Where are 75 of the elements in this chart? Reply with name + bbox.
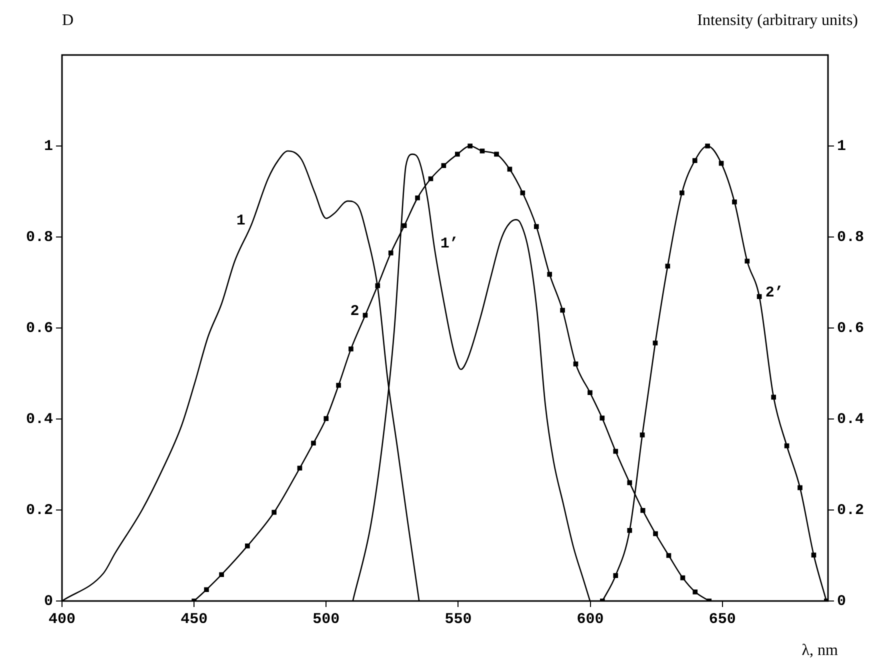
y-axis-title: D: [62, 12, 74, 29]
point: [613, 573, 618, 578]
point: [718, 160, 724, 166]
point: [311, 440, 316, 446]
point: [219, 572, 224, 578]
x-tick-label: 400: [48, 610, 76, 628]
point: [388, 250, 394, 256]
point: [324, 416, 329, 421]
y2-tick-label: 0.6: [837, 320, 864, 337]
point: [744, 258, 750, 264]
point: [680, 575, 686, 580]
point: [756, 294, 762, 300]
point: [627, 528, 632, 533]
point: [560, 308, 565, 313]
y2-tick-label: 0.8: [837, 228, 864, 246]
point: [336, 382, 341, 388]
x-tick-label: 650: [708, 610, 736, 628]
y2-tick-label: 0: [837, 592, 846, 610]
point: [613, 448, 618, 454]
y2-tick-label: 1: [837, 138, 846, 155]
point: [665, 264, 670, 269]
point: [362, 312, 368, 318]
y-tick-label: 0.2: [26, 502, 53, 519]
point: [588, 390, 592, 396]
y-tick-label: 0.6: [26, 320, 53, 337]
point: [653, 531, 658, 536]
annotation: 2’: [765, 284, 784, 302]
y-tick-label: 0.4: [26, 410, 53, 428]
x-tick-label: 500: [312, 610, 340, 628]
point: [666, 553, 672, 558]
x-axis-title: λ, nm: [802, 642, 839, 659]
y-tick-label: 1: [44, 138, 53, 155]
point: [600, 416, 605, 421]
annotation: 1: [236, 212, 246, 230]
annotation: 2: [350, 303, 360, 320]
point: [204, 587, 209, 592]
point: [732, 200, 737, 204]
point: [245, 544, 250, 548]
point: [348, 346, 354, 352]
point: [272, 510, 277, 515]
point: [692, 158, 698, 163]
point: [534, 224, 539, 229]
point: [480, 148, 485, 154]
point: [468, 144, 473, 148]
point: [784, 443, 790, 448]
point: [441, 163, 446, 168]
point: [627, 480, 632, 486]
point: [428, 176, 434, 182]
point: [640, 508, 646, 513]
y-tick-label: 0.8: [26, 228, 53, 246]
point: [573, 362, 578, 366]
point: [640, 432, 645, 438]
point: [652, 340, 658, 346]
point: [507, 166, 512, 172]
x-tick-label: 600: [576, 610, 604, 628]
point: [454, 152, 460, 157]
point: [520, 190, 526, 196]
point: [811, 552, 816, 558]
y-tick-label: 0: [44, 592, 53, 610]
point: [415, 195, 420, 200]
point: [705, 144, 710, 148]
annotation: 1’: [440, 236, 458, 253]
point: [402, 223, 407, 228]
x-tick-label: 450: [180, 610, 208, 628]
point: [692, 589, 698, 594]
point: [771, 394, 776, 400]
point: [680, 190, 684, 196]
x-tick-label: 550: [444, 610, 472, 628]
point: [494, 152, 499, 157]
point: [297, 466, 302, 471]
y2-axis-title: Intensity (arbitrary units): [697, 12, 858, 29]
point: [547, 272, 552, 277]
y2-tick-label: 0.2: [837, 502, 864, 519]
y2-tick-label: 0.4: [837, 410, 864, 428]
point: [798, 485, 802, 490]
